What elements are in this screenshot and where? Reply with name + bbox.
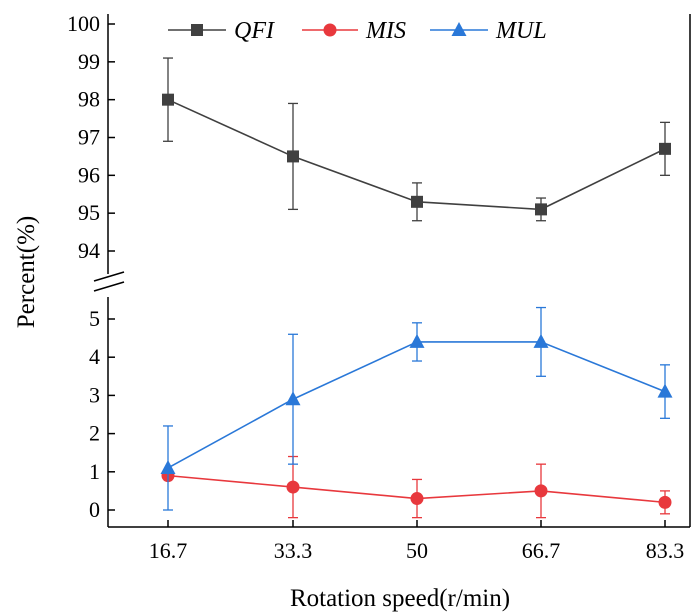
y-tick-label: 97	[78, 125, 100, 150]
mis-point	[286, 480, 300, 494]
legend-swatch-marker	[323, 23, 337, 37]
mul-point	[409, 333, 425, 348]
qfi-point	[287, 150, 299, 163]
y-tick-label: 0	[89, 497, 100, 522]
mis-point	[658, 495, 672, 509]
axis-ticks: 94 95 96 97 98 99 100 0 1 2 3 4 5 16.7 33.3 50 66.7 83.3	[67, 11, 684, 563]
mul-point	[285, 391, 301, 406]
y-tick-label: 99	[78, 49, 100, 74]
series-mul	[160, 306, 673, 511]
y-tick-label: 98	[78, 87, 100, 112]
legend-swatch-marker	[191, 24, 203, 36]
y-tick-label: 2	[89, 421, 100, 446]
y-tick-label: 3	[89, 382, 100, 407]
y-tick-label: 95	[78, 200, 100, 225]
legend-label-mul: MUL	[495, 18, 547, 44]
mul-point	[533, 333, 549, 348]
legend-item-qfi: QFI	[168, 18, 275, 44]
mul-point	[160, 459, 176, 474]
series-qfi	[162, 57, 671, 222]
x-tick-label: 33.3	[274, 538, 313, 563]
qfi-point	[535, 203, 547, 216]
legend: QFI MIS MUL	[168, 18, 547, 44]
y-tick-label: 1	[89, 459, 100, 484]
y-tick-label: 96	[78, 162, 100, 187]
x-tick-label: 66.7	[522, 538, 561, 563]
mul-point	[657, 383, 673, 398]
qfi-point	[411, 195, 423, 208]
plot-frame	[107, 14, 691, 528]
y-axis-title: Percent(%)	[13, 216, 40, 328]
legend-item-mis: MIS	[302, 18, 406, 44]
x-tick-label: 16.7	[149, 538, 188, 563]
x-tick-label: 50	[406, 538, 428, 563]
x-axis-title: Rotation speed(r/min)	[290, 585, 510, 612]
qfi-point	[659, 142, 671, 155]
mis-point	[534, 484, 548, 498]
axis-break-marks	[93, 271, 125, 292]
y-tick-label: 5	[89, 306, 100, 331]
x-tick-label: 83.3	[646, 538, 685, 563]
y-tick-label: 100	[67, 11, 100, 36]
legend-label-mis: MIS	[365, 18, 406, 44]
y-tick-label: 4	[89, 344, 100, 369]
legend-swatch-marker	[451, 22, 467, 36]
legend-item-mul: MUL	[430, 18, 547, 44]
legend-label-qfi: QFI	[234, 18, 275, 44]
data-series	[160, 57, 673, 519]
series-mis	[161, 455, 672, 519]
mis-point	[410, 492, 424, 506]
y-tick-label: 94	[78, 238, 100, 263]
qfi-point	[162, 93, 174, 106]
